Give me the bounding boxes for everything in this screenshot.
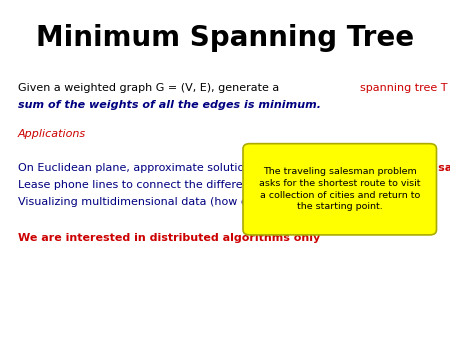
FancyBboxPatch shape (243, 144, 436, 235)
Text: spanning tree T = (V, E’): spanning tree T = (V, E’) (360, 83, 450, 93)
Text: sum of the weights of all the edges is minimum.: sum of the weights of all the edges is m… (18, 100, 321, 110)
Text: Given a weighted graph G = (V, E), generate a: Given a weighted graph G = (V, E), gener… (18, 83, 283, 93)
Text: Visualizing multidimensional data (how entities are related to each other): Visualizing multidimensional data (how e… (18, 197, 430, 207)
Text: On Euclidean plane, approximate solutions to the: On Euclidean plane, approximate solution… (18, 163, 297, 173)
Text: The traveling salesman problem
asks for the shortest route to visit
a collection: The traveling salesman problem asks for … (259, 167, 420, 212)
Text: We are interested in distributed algorithms only: We are interested in distributed algorit… (18, 233, 320, 243)
Text: traveling salesman problem: traveling salesman problem (378, 163, 450, 173)
Text: Lease phone lines to connect the different offices with a minimum cost,: Lease phone lines to connect the differe… (18, 180, 418, 190)
Text: Minimum Spanning Tree: Minimum Spanning Tree (36, 24, 414, 52)
Text: Applications: Applications (18, 129, 86, 139)
